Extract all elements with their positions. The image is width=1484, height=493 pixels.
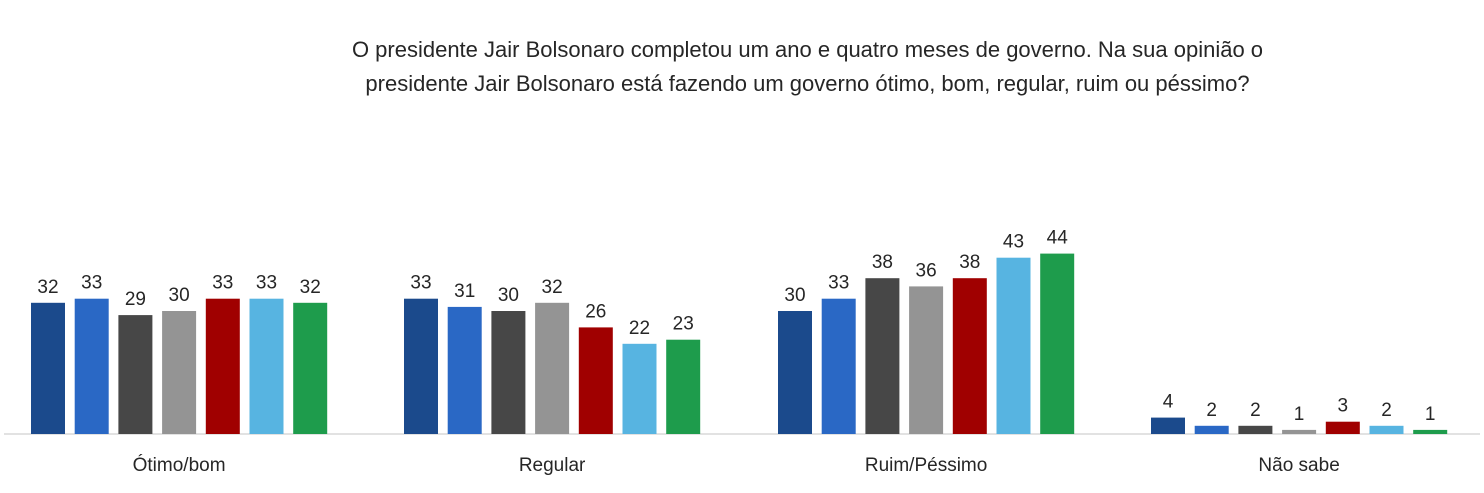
bar-2-6 [1040, 253, 1075, 434]
category-label-1: Regular [519, 455, 586, 476]
bar-3-4 [1325, 421, 1360, 434]
data-label-0-5: 33 [256, 273, 277, 294]
data-label-0-3: 30 [169, 285, 190, 306]
data-label-0-6: 32 [300, 277, 321, 298]
bar-2-3 [909, 286, 944, 434]
data-label-3-4: 3 [1338, 396, 1349, 417]
bar-3-3 [1282, 429, 1317, 434]
data-label-0-2: 29 [125, 289, 146, 310]
data-label-3-6: 1 [1425, 404, 1436, 425]
data-label-1-5: 22 [629, 318, 650, 339]
data-label-3-2: 2 [1250, 400, 1261, 421]
data-label-1-1: 31 [454, 281, 475, 302]
data-label-3-3: 1 [1294, 404, 1305, 425]
bar-1-6 [666, 339, 701, 434]
data-label-1-3: 32 [542, 277, 563, 298]
bar-1-3 [535, 302, 570, 434]
data-label-1-4: 26 [585, 301, 606, 322]
category-label-2: Ruim/Péssimo [865, 455, 987, 476]
chart-title: O presidente Jair Bolsonaro completou um… [250, 33, 1365, 101]
category-label-3: Não sabe [1258, 455, 1339, 476]
data-label-2-0: 30 [784, 285, 805, 306]
bar-0-3 [162, 311, 197, 434]
data-label-2-3: 36 [916, 260, 937, 281]
bar-0-6 [293, 302, 328, 434]
data-label-2-4: 38 [959, 252, 980, 273]
bar-0-0 [31, 302, 65, 434]
data-label-2-2: 38 [872, 252, 893, 273]
bar-1-2 [491, 311, 526, 434]
bar-2-0 [778, 311, 812, 434]
data-label-1-0: 33 [410, 273, 431, 294]
bar-1-4 [578, 327, 613, 434]
bar-0-1 [74, 298, 109, 434]
data-label-3-0: 4 [1163, 392, 1174, 413]
bar-2-2 [865, 278, 900, 434]
bar-group [31, 253, 1448, 434]
bar-3-0 [1151, 417, 1185, 434]
bar-0-2 [118, 315, 153, 434]
bar-2-1 [821, 298, 856, 434]
bar-3-5 [1369, 425, 1404, 434]
data-label-3-1: 2 [1206, 400, 1217, 421]
data-label-0-0: 32 [37, 277, 58, 298]
data-label-2-5: 43 [1003, 232, 1024, 253]
bar-3-2 [1238, 425, 1273, 434]
data-label-1-6: 23 [673, 314, 694, 335]
chart-title-line-1: O presidente Jair Bolsonaro completou um… [351, 37, 1264, 62]
bar-3-6 [1413, 429, 1448, 434]
bar-1-1 [447, 306, 482, 434]
bar-1-5 [622, 343, 657, 434]
bar-2-5 [996, 257, 1031, 434]
chart-title-line-2: presidente Jair Bolsonaro está fazendo u… [365, 71, 1250, 96]
data-label-1-2: 30 [498, 285, 519, 306]
data-label-2-6: 44 [1047, 228, 1069, 249]
data-label-0-1: 33 [81, 273, 102, 294]
category-label-group: Ótimo/bom Regular Ruim/Péssimo Não sabe [133, 454, 1340, 476]
data-label-3-5: 2 [1381, 400, 1392, 421]
bar-0-5 [249, 298, 284, 434]
data-label-2-1: 33 [828, 273, 849, 294]
bar-1-0 [404, 298, 438, 434]
data-label-0-4: 33 [212, 273, 233, 294]
category-label-0: Ótimo/bom [133, 454, 226, 476]
bar-3-1 [1194, 425, 1229, 434]
bar-2-4 [952, 278, 987, 434]
bar-0-4 [205, 298, 240, 434]
